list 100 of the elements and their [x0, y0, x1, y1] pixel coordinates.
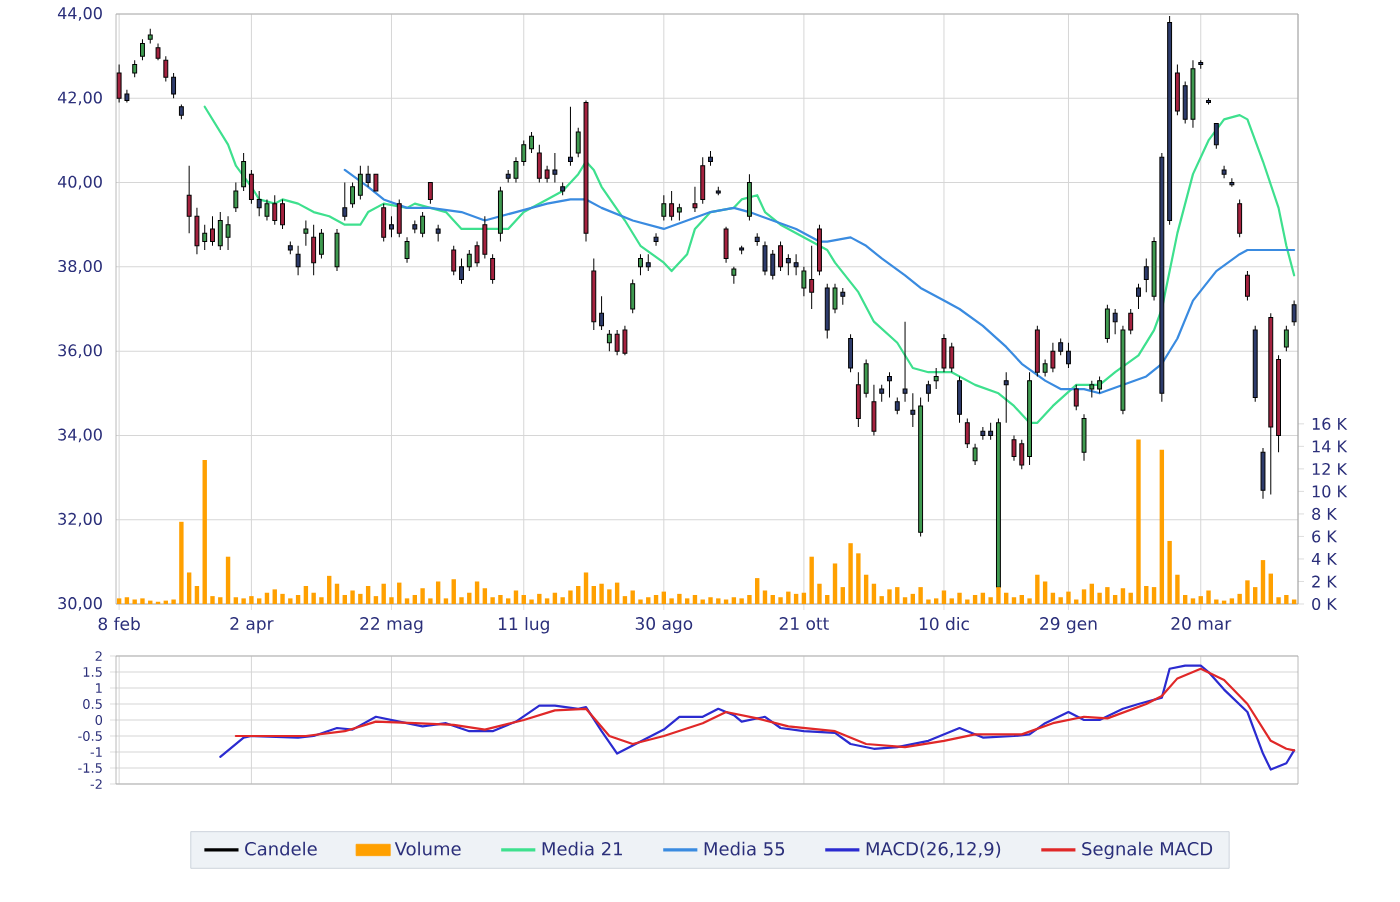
bar	[1097, 592, 1102, 604]
bar	[350, 590, 355, 604]
bar	[1112, 594, 1118, 604]
candlestick	[225, 215, 231, 251]
candlestick	[1081, 413, 1087, 462]
candlestick	[824, 283, 830, 339]
bar	[521, 594, 526, 604]
bar	[622, 596, 628, 604]
candlestick	[202, 224, 208, 251]
bar	[669, 598, 674, 604]
y2-tick-label: 6 K	[1312, 530, 1338, 543]
bar	[482, 588, 488, 604]
candlestick	[1252, 325, 1258, 403]
candlestick	[855, 371, 861, 428]
bar	[809, 556, 814, 604]
y-tick-label: 34,00	[58, 428, 102, 443]
bar	[233, 597, 239, 604]
bar	[560, 597, 565, 604]
bar	[1198, 596, 1203, 604]
line-series	[219, 664, 1296, 771]
y-tick-label: 30,00	[58, 597, 102, 611]
candlestick	[1112, 308, 1118, 335]
bar	[334, 583, 340, 604]
bar	[202, 459, 207, 604]
candlestick	[793, 253, 799, 276]
bar	[295, 594, 301, 604]
bar	[544, 598, 550, 604]
bar	[879, 596, 884, 604]
candlestick	[653, 232, 659, 247]
bar	[576, 585, 581, 604]
candlestick	[700, 156, 706, 205]
candlestick	[622, 325, 628, 356]
bar	[288, 598, 293, 604]
candlestick	[731, 266, 737, 285]
bar	[1136, 439, 1141, 604]
candlestick	[879, 384, 885, 403]
bar	[1253, 587, 1258, 604]
candlestick	[311, 224, 317, 276]
bar	[506, 598, 511, 604]
y-tick-label: 38,00	[58, 259, 102, 274]
candlestick	[1221, 165, 1227, 179]
bar	[303, 585, 309, 604]
bar	[280, 593, 285, 604]
bar	[513, 590, 519, 604]
candlestick	[1260, 447, 1266, 500]
bar	[708, 597, 713, 604]
x-tick-label: 21 ott	[779, 617, 829, 630]
candlestick	[490, 253, 496, 285]
candlestick	[661, 194, 667, 222]
bar	[887, 589, 892, 604]
candlestick	[770, 249, 776, 280]
bar	[537, 593, 542, 604]
candlestick	[1104, 304, 1110, 344]
bar	[225, 556, 231, 604]
x-tick-label: 10 dic	[919, 617, 969, 631]
bar	[1260, 560, 1266, 604]
bar	[1011, 597, 1017, 604]
candlestick	[1089, 380, 1095, 398]
candlestick	[591, 257, 597, 331]
candlestick	[1244, 270, 1250, 302]
bar	[996, 587, 1001, 604]
x-tick-label: 22 mag	[360, 617, 423, 634]
y2-tick-label: 16 K	[1312, 417, 1348, 430]
bar	[116, 598, 122, 604]
bar	[1058, 597, 1063, 604]
candlestick	[1190, 59, 1196, 129]
bar	[972, 594, 978, 604]
candlestick	[1198, 59, 1204, 70]
candlestick	[871, 384, 877, 436]
bar	[194, 585, 200, 604]
x-tick-label: 8 feb	[98, 617, 140, 631]
bar	[358, 593, 363, 604]
bar	[404, 598, 410, 604]
candlestick	[801, 266, 807, 297]
bar	[1105, 587, 1110, 604]
y2-tick-label: 14 K	[1312, 440, 1348, 453]
bar	[1284, 594, 1289, 604]
bar	[1245, 580, 1250, 604]
bar	[365, 585, 371, 604]
bar	[568, 590, 573, 604]
bar	[1019, 594, 1024, 604]
text: Segnale MACD	[1082, 841, 1213, 860]
candlestick	[435, 224, 441, 243]
candlestick	[746, 173, 752, 222]
candlestick	[1003, 371, 1009, 424]
x-tick-label: 20 mar	[1171, 617, 1232, 630]
bar	[599, 583, 604, 604]
candlestick	[155, 43, 161, 61]
bar	[786, 591, 791, 604]
bar	[871, 583, 877, 604]
bar	[941, 590, 947, 604]
candlestick	[241, 152, 247, 192]
legend-label: Media 55	[704, 841, 785, 856]
candlestick	[918, 397, 924, 538]
y-tick-label: 42,00	[57, 91, 102, 106]
y-tick-label: 32,00	[58, 512, 102, 527]
bar	[474, 581, 480, 604]
candlestick	[295, 245, 301, 276]
candlestick	[1268, 312, 1274, 495]
bar	[692, 594, 698, 604]
